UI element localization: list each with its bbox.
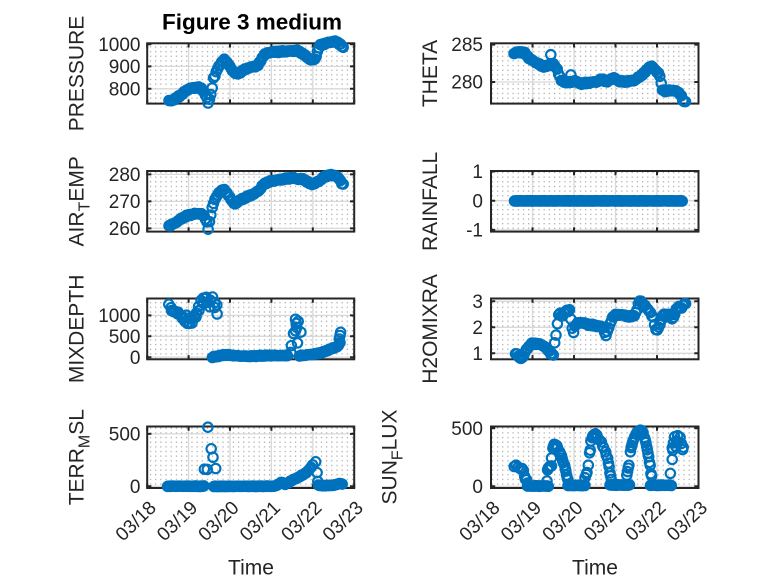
svg-text:Time: Time: [572, 557, 618, 580]
svg-text:285: 285: [451, 35, 483, 56]
svg-text:280: 280: [109, 165, 141, 186]
svg-text:3: 3: [472, 292, 483, 313]
svg-text:260: 260: [109, 219, 141, 240]
svg-text:Figure 3 medium: Figure 3 medium: [162, 10, 342, 35]
svg-text:AIRT​EMP: AIRT​EMP: [66, 156, 94, 246]
svg-text:MIXDEPTH: MIXDEPTH: [66, 275, 89, 384]
svg-text:0: 0: [130, 348, 141, 369]
svg-text:TERRM​SL: TERRM​SL: [66, 409, 94, 505]
svg-text:1: 1: [472, 162, 483, 183]
svg-text:H2OMIXRA: H2OMIXRA: [419, 274, 442, 384]
svg-text:1: 1: [472, 344, 483, 365]
svg-text:Time: Time: [228, 557, 274, 580]
svg-text:THETA: THETA: [419, 40, 442, 107]
svg-text:0: 0: [472, 191, 483, 212]
svg-text:800: 800: [109, 79, 141, 100]
svg-text:SUNF​LUX: SUNF​LUX: [379, 410, 407, 505]
svg-text:0: 0: [130, 477, 141, 498]
svg-text:0: 0: [472, 477, 483, 498]
svg-text:2: 2: [472, 318, 483, 339]
svg-text:270: 270: [109, 192, 141, 213]
svg-text:500: 500: [451, 419, 483, 440]
svg-text:1000: 1000: [98, 35, 140, 56]
svg-text:1000: 1000: [98, 306, 140, 327]
svg-text:RAINFALL: RAINFALL: [419, 152, 442, 251]
svg-text:280: 280: [451, 73, 483, 94]
svg-text:500: 500: [109, 327, 141, 348]
svg-text:900: 900: [109, 57, 141, 78]
svg-text:-1: -1: [466, 221, 483, 242]
svg-text:500: 500: [109, 425, 141, 446]
svg-text:PRESSURE: PRESSURE: [66, 16, 89, 132]
